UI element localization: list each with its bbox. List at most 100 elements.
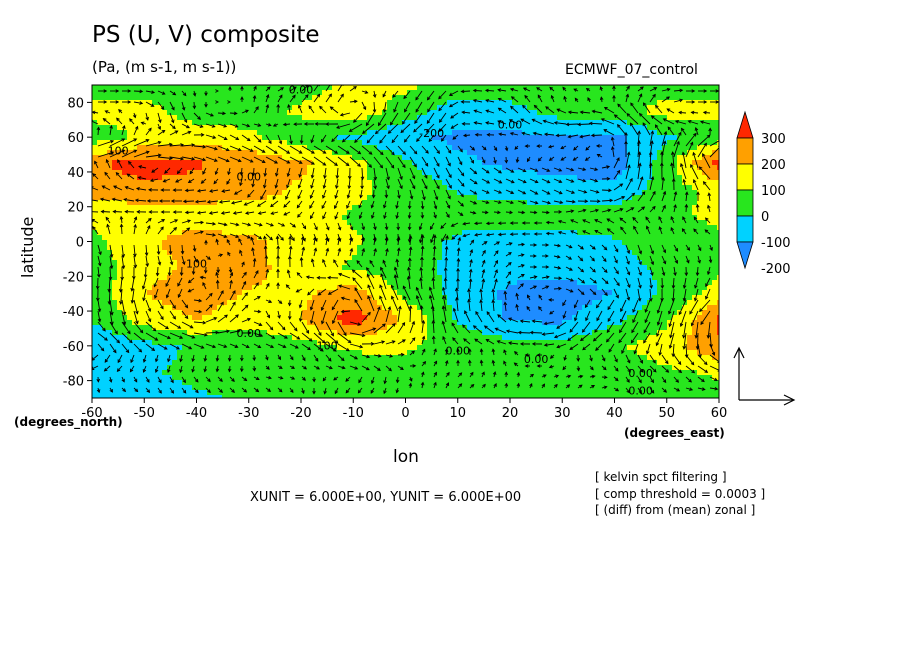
field-cell — [277, 210, 283, 216]
field-cell — [492, 180, 498, 186]
field-cell — [222, 95, 228, 101]
field-cell — [717, 265, 719, 271]
field-cell — [707, 260, 713, 266]
field-cell — [457, 230, 463, 236]
field-cell — [537, 135, 543, 141]
field-cell — [482, 280, 488, 286]
field-cell — [227, 175, 233, 181]
field-cell — [657, 230, 663, 236]
field-cell — [192, 250, 198, 256]
field-cell — [272, 265, 278, 271]
field-cell — [352, 110, 358, 116]
field-cell — [417, 125, 423, 131]
field-cell — [257, 95, 263, 101]
field-cell — [512, 200, 518, 206]
field-cell — [272, 140, 278, 146]
field-cell — [372, 220, 378, 226]
field-cell — [452, 140, 458, 146]
field-cell — [377, 240, 383, 246]
field-cell — [677, 250, 683, 256]
field-cell — [487, 255, 493, 261]
field-cell — [217, 260, 223, 266]
field-cell — [242, 140, 248, 146]
field-cell — [467, 230, 473, 236]
field-cell — [202, 130, 208, 136]
field-cell — [662, 225, 668, 231]
field-cell — [647, 200, 653, 206]
field-cell — [427, 175, 433, 181]
field-cell — [257, 150, 263, 156]
field-cell — [567, 120, 573, 126]
field-cell — [232, 185, 238, 191]
field-cell — [477, 260, 483, 266]
field-cell — [657, 275, 663, 281]
field-cell — [717, 175, 719, 181]
field-cell — [92, 105, 98, 111]
field-cell — [532, 110, 538, 116]
field-cell — [237, 255, 243, 261]
field-cell — [342, 180, 348, 186]
field-cell — [352, 175, 358, 181]
field-cell — [447, 105, 453, 111]
field-cell — [447, 220, 453, 226]
field-cell — [442, 265, 448, 271]
field-cell — [417, 115, 423, 121]
field-cell — [157, 235, 163, 241]
field-cell — [572, 180, 578, 186]
field-cell — [217, 175, 223, 181]
field-cell — [657, 95, 663, 101]
field-cell — [377, 245, 383, 251]
field-cell — [177, 155, 183, 161]
field-cell — [302, 230, 308, 236]
field-cell — [227, 200, 233, 206]
field-cell — [527, 250, 533, 256]
field-cell — [557, 95, 563, 101]
field-cell — [227, 230, 233, 236]
field-cell — [312, 210, 318, 216]
field-cell — [612, 165, 618, 171]
field-cell — [367, 245, 373, 251]
field-cell — [412, 210, 418, 216]
field-cell — [462, 230, 468, 236]
field-cell — [152, 130, 158, 136]
field-cell — [132, 95, 138, 101]
field-cell — [322, 255, 328, 261]
field-cell — [247, 230, 253, 236]
field-cell — [422, 95, 428, 101]
field-cell — [437, 110, 443, 116]
field-cell — [147, 95, 153, 101]
field-cell — [207, 115, 213, 121]
field-cell — [547, 155, 553, 161]
field-cell — [537, 150, 543, 156]
field-cell — [192, 185, 198, 191]
field-cell — [412, 170, 418, 176]
field-cell — [232, 165, 238, 171]
field-cell — [607, 240, 613, 246]
field-cell — [472, 255, 478, 261]
field-cell — [617, 165, 623, 171]
field-cell — [322, 130, 328, 136]
field-cell — [472, 195, 478, 201]
field-cell — [397, 190, 403, 196]
field-cell — [282, 190, 288, 196]
field-cell — [407, 125, 413, 131]
field-cell — [147, 170, 153, 176]
field-cell — [577, 260, 583, 266]
field-cell — [142, 230, 148, 236]
field-cell — [202, 180, 208, 186]
field-cell — [657, 195, 663, 201]
field-cell — [442, 205, 448, 211]
field-cell — [242, 125, 248, 131]
field-cell — [312, 280, 318, 286]
field-cell — [277, 270, 283, 276]
field-cell — [137, 245, 143, 251]
field-cell — [497, 255, 503, 261]
field-cell — [292, 215, 298, 221]
field-cell — [717, 90, 719, 96]
field-cell — [217, 210, 223, 216]
field-cell — [437, 220, 443, 226]
field-cell — [712, 170, 718, 176]
field-cell — [607, 115, 613, 121]
field-cell — [337, 110, 343, 116]
field-cell — [442, 235, 448, 241]
